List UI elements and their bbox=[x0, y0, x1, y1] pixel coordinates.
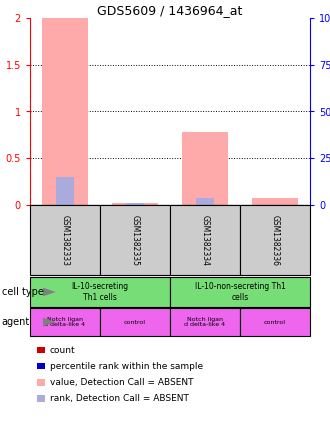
Text: control: control bbox=[124, 319, 146, 324]
Text: GSM1382333: GSM1382333 bbox=[60, 214, 70, 266]
Polygon shape bbox=[43, 318, 56, 327]
Text: IL-10-secreting
Th1 cells: IL-10-secreting Th1 cells bbox=[71, 282, 129, 302]
Bar bbox=[182, 132, 228, 205]
Text: control: control bbox=[264, 319, 286, 324]
Text: rank, Detection Call = ABSENT: rank, Detection Call = ABSENT bbox=[50, 394, 189, 403]
Bar bbox=[30, 308, 100, 336]
Text: percentile rank within the sample: percentile rank within the sample bbox=[50, 362, 203, 371]
Text: agent: agent bbox=[2, 317, 30, 327]
Bar bbox=[30, 205, 100, 275]
Bar bbox=[126, 203, 144, 205]
Bar bbox=[112, 203, 158, 205]
Polygon shape bbox=[43, 288, 56, 297]
Bar bbox=[42, 18, 88, 205]
Bar bbox=[170, 277, 310, 307]
Text: Notch ligan
d delta-like 4: Notch ligan d delta-like 4 bbox=[45, 316, 85, 327]
Bar bbox=[100, 205, 170, 275]
Bar bbox=[240, 205, 310, 275]
Bar bbox=[56, 177, 74, 205]
Bar bbox=[170, 308, 240, 336]
Text: Notch ligan
d delta-like 4: Notch ligan d delta-like 4 bbox=[184, 316, 226, 327]
Text: GSM1382336: GSM1382336 bbox=[271, 214, 280, 266]
Text: GSM1382334: GSM1382334 bbox=[201, 214, 210, 266]
Text: IL-10-non-secreting Th1
cells: IL-10-non-secreting Th1 cells bbox=[195, 282, 285, 302]
Text: count: count bbox=[50, 346, 76, 354]
Bar bbox=[100, 308, 170, 336]
Bar bbox=[170, 205, 240, 275]
Bar bbox=[30, 277, 170, 307]
Bar bbox=[240, 308, 310, 336]
Bar bbox=[196, 198, 214, 205]
Title: GDS5609 / 1436964_at: GDS5609 / 1436964_at bbox=[97, 4, 243, 17]
Bar bbox=[252, 198, 298, 205]
Text: GSM1382335: GSM1382335 bbox=[130, 214, 140, 266]
Text: cell type: cell type bbox=[2, 287, 44, 297]
Text: value, Detection Call = ABSENT: value, Detection Call = ABSENT bbox=[50, 378, 193, 387]
